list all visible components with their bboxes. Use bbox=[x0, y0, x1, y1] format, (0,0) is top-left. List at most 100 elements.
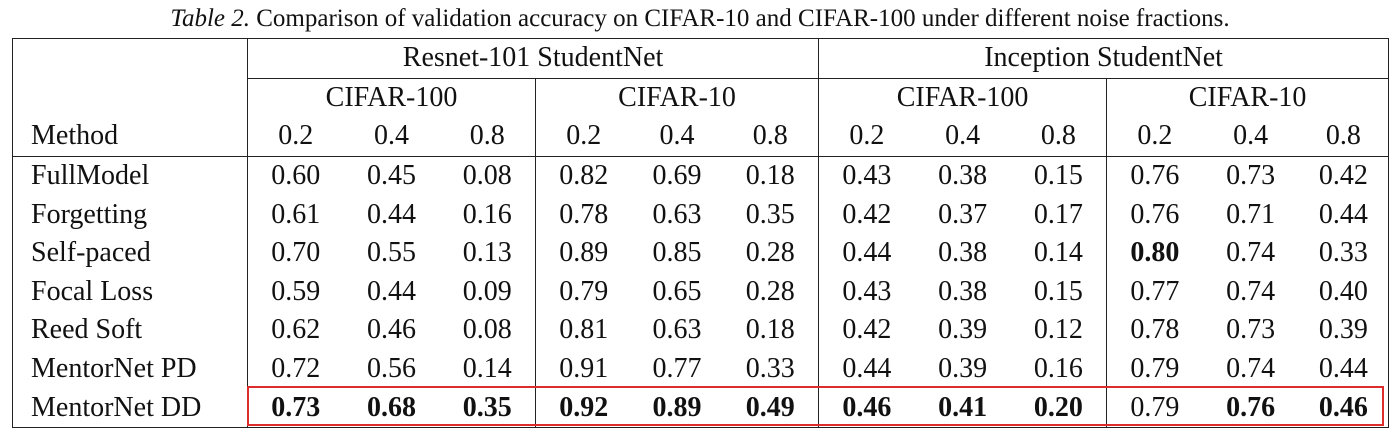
value-cell: 0.38 bbox=[915, 234, 1011, 273]
value-text: 0.35 bbox=[462, 391, 512, 423]
value-text: 0.80 bbox=[1130, 237, 1180, 269]
caption-text: Comparison of validation accuracy on CIF… bbox=[256, 5, 1230, 32]
value-cell: 0.08 bbox=[439, 311, 536, 350]
value-cell: 0.17 bbox=[1010, 195, 1108, 234]
value-cell: 0.42 bbox=[819, 195, 915, 234]
table-row: Focal Loss 0.59 0.44 0.09 0.79 0.65 0.28 0.43 0.… bbox=[12, 272, 1390, 312]
table-row: Self-paced 0.70 0.55 0.13 0.89 0.85 0.28 0.44 0.… bbox=[12, 233, 1390, 273]
value-text: 0.74 bbox=[1226, 237, 1276, 269]
header-resnet: Resnet-101 StudentNet bbox=[247, 38, 820, 79]
value-text: 0.33 bbox=[745, 353, 795, 385]
value-cell: 0.74 bbox=[1203, 350, 1299, 389]
value-cell: 0.38 bbox=[915, 156, 1011, 195]
value-cell: 0.92 bbox=[535, 388, 632, 428]
value-cell: 0.09 bbox=[439, 272, 536, 312]
header-fraction: 0.2 bbox=[1106, 117, 1203, 157]
value-cell: 0.73 bbox=[1203, 311, 1299, 350]
header-resnet-cifar100: CIFAR-100 bbox=[247, 78, 536, 118]
value-text: 0.79 bbox=[1130, 353, 1180, 385]
header-method: Method bbox=[12, 117, 248, 157]
value-cell: 0.69 bbox=[632, 156, 723, 195]
value-text: 0.46 bbox=[367, 314, 416, 346]
value-cell: 0.71 bbox=[1203, 195, 1299, 234]
value-text: 0.45 bbox=[367, 160, 416, 192]
value-cell: 0.43 bbox=[819, 156, 915, 195]
value-cell: 0.63 bbox=[632, 311, 723, 350]
value-cell: 0.49 bbox=[722, 388, 820, 428]
value-text: 0.44 bbox=[842, 353, 892, 385]
value-text: 0.16 bbox=[1033, 353, 1083, 385]
value-text: 0.89 bbox=[652, 391, 702, 423]
value-cell: 0.89 bbox=[536, 234, 632, 273]
value-cell: 0.78 bbox=[536, 195, 632, 234]
value-text: 0.68 bbox=[367, 391, 416, 423]
value-text: 0.43 bbox=[842, 160, 892, 192]
value-cell: 0.44 bbox=[344, 195, 440, 234]
value-text: 0.15 bbox=[1033, 275, 1083, 307]
value-cell: 0.91 bbox=[536, 350, 632, 389]
value-cell: 0.74 bbox=[1203, 273, 1299, 312]
value-text: 0.69 bbox=[652, 160, 702, 192]
value-text: 0.44 bbox=[1318, 353, 1368, 385]
header-fraction: 0.4 bbox=[1202, 117, 1299, 157]
value-cell: 0.14 bbox=[1010, 233, 1108, 273]
table-row: MentorNet PD 0.72 0.56 0.14 0.91 0.77 0.33 0.44… bbox=[12, 349, 1390, 389]
header-inception-cifar10: CIFAR-10 bbox=[1106, 78, 1390, 118]
header-inception-cifar100: CIFAR-100 bbox=[818, 78, 1108, 118]
value-cell: 0.82 bbox=[536, 156, 632, 195]
value-text: 0.41 bbox=[938, 391, 988, 423]
value-cell: 0.73 bbox=[247, 388, 344, 428]
header-empty-cell bbox=[12, 38, 248, 79]
value-cell: 0.72 bbox=[248, 350, 344, 389]
results-table: Resnet-101 StudentNet Inception StudentN… bbox=[12, 38, 1390, 428]
value-text: 0.78 bbox=[559, 198, 609, 230]
value-text: 0.77 bbox=[1130, 275, 1180, 307]
value-text: 0.65 bbox=[652, 275, 702, 307]
header-row-groups: Resnet-101 StudentNet Inception StudentN… bbox=[12, 38, 1390, 79]
value-cell: 0.74 bbox=[1203, 234, 1299, 273]
header-fraction: 0.4 bbox=[631, 117, 723, 157]
value-text: 0.46 bbox=[1318, 391, 1368, 423]
value-cell: 0.44 bbox=[819, 234, 915, 273]
value-text: 0.42 bbox=[1318, 160, 1368, 192]
value-text: 0.28 bbox=[745, 237, 795, 269]
value-cell: 0.40 bbox=[1298, 272, 1390, 312]
value-text: 0.35 bbox=[745, 198, 795, 230]
value-cell: 0.12 bbox=[1010, 311, 1108, 350]
value-text: 0.15 bbox=[1033, 160, 1083, 192]
value-cell: 0.76 bbox=[1202, 388, 1299, 428]
value-cell: 0.44 bbox=[344, 273, 440, 312]
value-text: 0.39 bbox=[938, 353, 988, 385]
value-cell: 0.63 bbox=[632, 195, 723, 234]
value-cell: 0.08 bbox=[439, 156, 536, 196]
value-text: 0.79 bbox=[1130, 391, 1180, 423]
value-text: 0.74 bbox=[1226, 353, 1276, 385]
value-text: 0.09 bbox=[462, 275, 512, 307]
value-text: 0.82 bbox=[559, 160, 609, 192]
value-text: 0.08 bbox=[462, 160, 512, 192]
value-cell: 0.33 bbox=[722, 349, 820, 389]
value-text: 0.55 bbox=[367, 237, 416, 269]
value-text: 0.44 bbox=[1318, 198, 1368, 230]
value-text: 0.18 bbox=[745, 160, 795, 192]
header-row-fractions: Method 0.2 0.4 0.8 0.2 0.4 0.8 0.2 0.4 0.8 0.2 0.4… bbox=[12, 117, 1390, 157]
value-text: 0.78 bbox=[1130, 314, 1180, 346]
value-cell: 0.61 bbox=[248, 195, 344, 234]
value-cell: 0.13 bbox=[439, 233, 536, 273]
value-text: 0.38 bbox=[938, 237, 988, 269]
value-text: 0.63 bbox=[652, 198, 702, 230]
value-cell: 0.41 bbox=[914, 388, 1011, 428]
value-text: 0.70 bbox=[271, 237, 321, 269]
value-text: 0.92 bbox=[559, 391, 609, 423]
value-cell: 0.44 bbox=[819, 350, 915, 389]
value-cell: 0.15 bbox=[1010, 272, 1108, 312]
value-text: 0.62 bbox=[271, 314, 321, 346]
value-cell: 0.76 bbox=[1107, 195, 1203, 234]
value-cell: 0.79 bbox=[1107, 350, 1203, 389]
value-text: 0.60 bbox=[271, 160, 321, 192]
value-text: 0.74 bbox=[1226, 275, 1276, 307]
value-cell: 0.14 bbox=[439, 349, 536, 389]
value-text: 0.63 bbox=[652, 314, 702, 346]
value-cell: 0.65 bbox=[632, 273, 723, 312]
value-cell: 0.46 bbox=[1298, 388, 1390, 428]
